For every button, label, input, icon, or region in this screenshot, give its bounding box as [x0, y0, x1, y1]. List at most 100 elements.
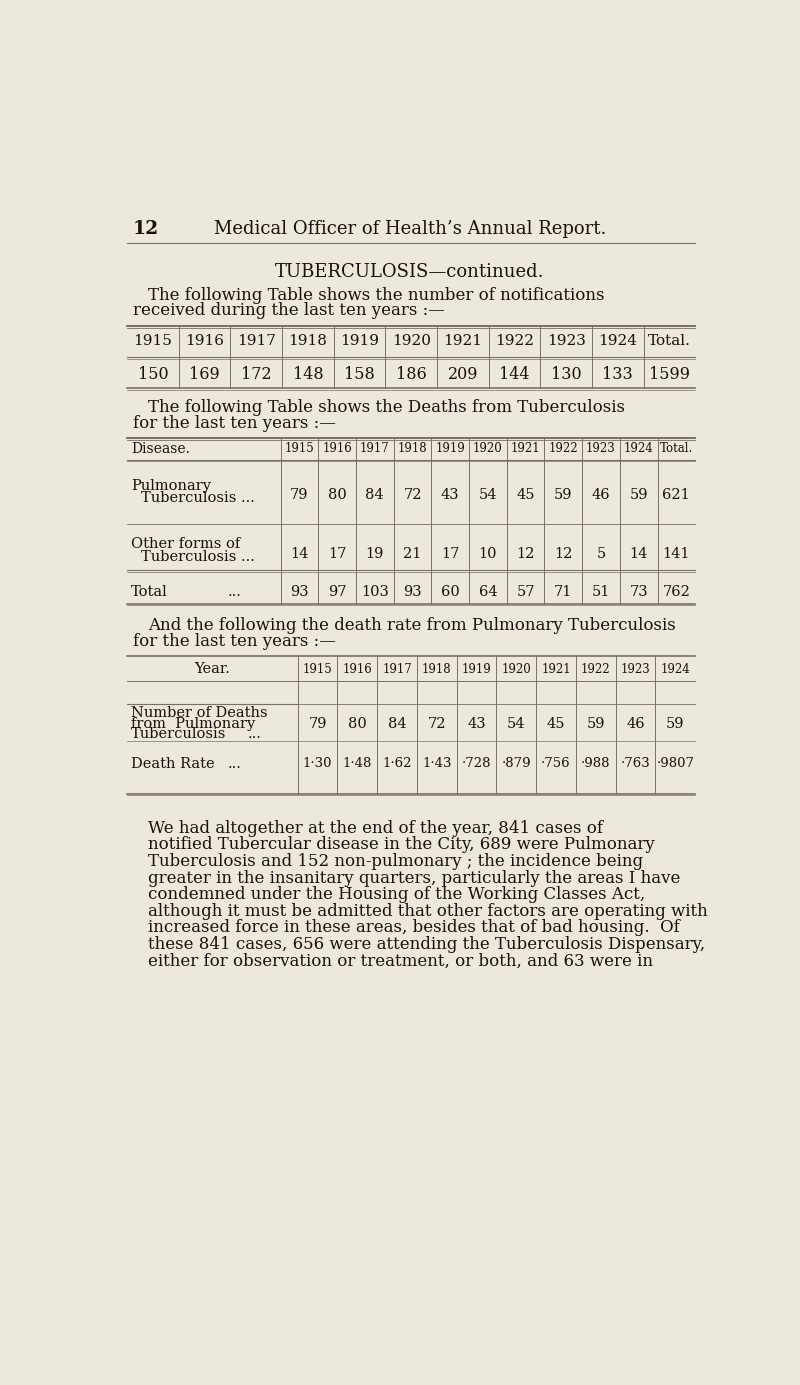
Text: ...: ... [228, 756, 242, 770]
Text: 19: 19 [366, 547, 384, 561]
Text: Tuberculosis: Tuberculosis [131, 727, 226, 741]
Text: 59: 59 [666, 716, 685, 731]
Text: 103: 103 [361, 584, 389, 598]
Text: We had altogether at the end of the year, 841 cases of: We had altogether at the end of the year… [148, 820, 603, 837]
Text: 71: 71 [554, 584, 573, 598]
Text: 79: 79 [290, 488, 309, 501]
Text: either for observation or treatment, or both, and 63 were in: either for observation or treatment, or … [148, 953, 653, 969]
Text: 1·43: 1·43 [422, 758, 451, 770]
Text: for the last ten years :—: for the last ten years :— [133, 633, 335, 650]
Text: condemned under the Housing of the Working Classes Act,: condemned under the Housing of the Worki… [148, 886, 646, 903]
Text: 1917: 1917 [382, 662, 412, 676]
Text: And the following the death rate from Pulmonary Tuberculosis: And the following the death rate from Pu… [148, 618, 676, 634]
Text: ·756: ·756 [542, 758, 571, 770]
Text: 14: 14 [630, 547, 648, 561]
Text: TUBERCULOSIS—continued.: TUBERCULOSIS—continued. [275, 263, 545, 281]
Text: these 841 cases, 656 were attending the Tuberculosis Dispensary,: these 841 cases, 656 were attending the … [148, 936, 705, 953]
Text: 1918: 1918 [398, 442, 427, 456]
Text: 1918: 1918 [289, 334, 327, 349]
Text: 43: 43 [441, 488, 459, 501]
Text: 1922: 1922 [581, 662, 610, 676]
Text: 1921: 1921 [443, 334, 482, 349]
Text: 45: 45 [516, 488, 535, 501]
Text: 57: 57 [516, 584, 535, 598]
Text: greater in the insanitary quarters, particularly the areas I have: greater in the insanitary quarters, part… [148, 870, 681, 886]
Text: 45: 45 [546, 716, 566, 731]
Text: 186: 186 [396, 366, 426, 382]
Text: 5: 5 [596, 547, 606, 561]
Text: 150: 150 [138, 366, 168, 382]
Text: 621: 621 [662, 488, 690, 501]
Text: 72: 72 [403, 488, 422, 501]
Text: 59: 59 [554, 488, 573, 501]
Text: 1921: 1921 [542, 662, 571, 676]
Text: 1923: 1923 [586, 442, 616, 456]
Text: 17: 17 [441, 547, 459, 561]
Text: 1917: 1917 [360, 442, 390, 456]
Text: 12: 12 [516, 547, 534, 561]
Text: 141: 141 [662, 547, 690, 561]
Text: 209: 209 [447, 366, 478, 382]
Text: Total: Total [131, 584, 168, 598]
Text: 1923: 1923 [621, 662, 650, 676]
Text: Other forms of: Other forms of [131, 537, 240, 551]
Text: 762: 762 [662, 584, 690, 598]
Text: from  Pulmonary: from Pulmonary [131, 716, 255, 731]
Text: 1916: 1916 [342, 662, 372, 676]
Text: 93: 93 [290, 584, 309, 598]
Text: 1·48: 1·48 [342, 758, 372, 770]
Text: 1920: 1920 [502, 662, 531, 676]
Text: 144: 144 [499, 366, 530, 382]
Text: 1·30: 1·30 [302, 758, 332, 770]
Text: 169: 169 [190, 366, 220, 382]
Text: The following Table shows the number of notifications: The following Table shows the number of … [148, 287, 605, 305]
Text: 80: 80 [348, 716, 366, 731]
Text: Year.: Year. [194, 662, 230, 676]
Text: 60: 60 [441, 584, 459, 598]
Text: 72: 72 [427, 716, 446, 731]
Text: ·879: ·879 [502, 758, 531, 770]
Text: 12: 12 [133, 220, 158, 238]
Text: Total.: Total. [660, 442, 693, 456]
Text: 1919: 1919 [340, 334, 379, 349]
Text: 1924: 1924 [661, 662, 690, 676]
Text: 1·62: 1·62 [382, 758, 412, 770]
Text: 93: 93 [403, 584, 422, 598]
Text: 1919: 1919 [462, 662, 491, 676]
Text: 1924: 1924 [624, 442, 654, 456]
Text: 130: 130 [550, 366, 582, 382]
Text: 148: 148 [293, 366, 323, 382]
Text: 1921: 1921 [510, 442, 540, 456]
Text: 54: 54 [507, 716, 526, 731]
Text: 1924: 1924 [598, 334, 638, 349]
Text: 73: 73 [630, 584, 648, 598]
Text: 79: 79 [308, 716, 326, 731]
Text: although it must be admitted that other factors are operating with: although it must be admitted that other … [148, 903, 708, 920]
Text: 1915: 1915 [285, 442, 314, 456]
Text: The following Table shows the Deaths from Tuberculosis: The following Table shows the Deaths fro… [148, 399, 625, 417]
Text: 1923: 1923 [546, 334, 586, 349]
Text: 80: 80 [328, 488, 346, 501]
Text: ·763: ·763 [621, 758, 650, 770]
Text: 1599: 1599 [649, 366, 690, 382]
Text: Number of Deaths: Number of Deaths [131, 706, 268, 720]
Text: 1918: 1918 [422, 662, 451, 676]
Text: 54: 54 [478, 488, 497, 501]
Text: Tuberculosis ...: Tuberculosis ... [141, 492, 255, 506]
Text: 17: 17 [328, 547, 346, 561]
Text: Tuberculosis and 152 non-pulmonary ; the incidence being: Tuberculosis and 152 non-pulmonary ; the… [148, 853, 643, 870]
Text: ·988: ·988 [581, 758, 610, 770]
Text: 1922: 1922 [549, 442, 578, 456]
Text: 1922: 1922 [495, 334, 534, 349]
Text: ·9807: ·9807 [656, 758, 694, 770]
Text: Pulmonary: Pulmonary [131, 479, 211, 493]
Text: Total.: Total. [648, 334, 691, 349]
Text: Disease.: Disease. [131, 442, 190, 456]
Text: 43: 43 [467, 716, 486, 731]
Text: 10: 10 [478, 547, 497, 561]
Text: 21: 21 [403, 547, 422, 561]
Text: notified Tubercular disease in the City, 689 were Pulmonary: notified Tubercular disease in the City,… [148, 837, 654, 853]
Text: 1916: 1916 [185, 334, 224, 349]
Text: 46: 46 [592, 488, 610, 501]
Text: 59: 59 [630, 488, 648, 501]
